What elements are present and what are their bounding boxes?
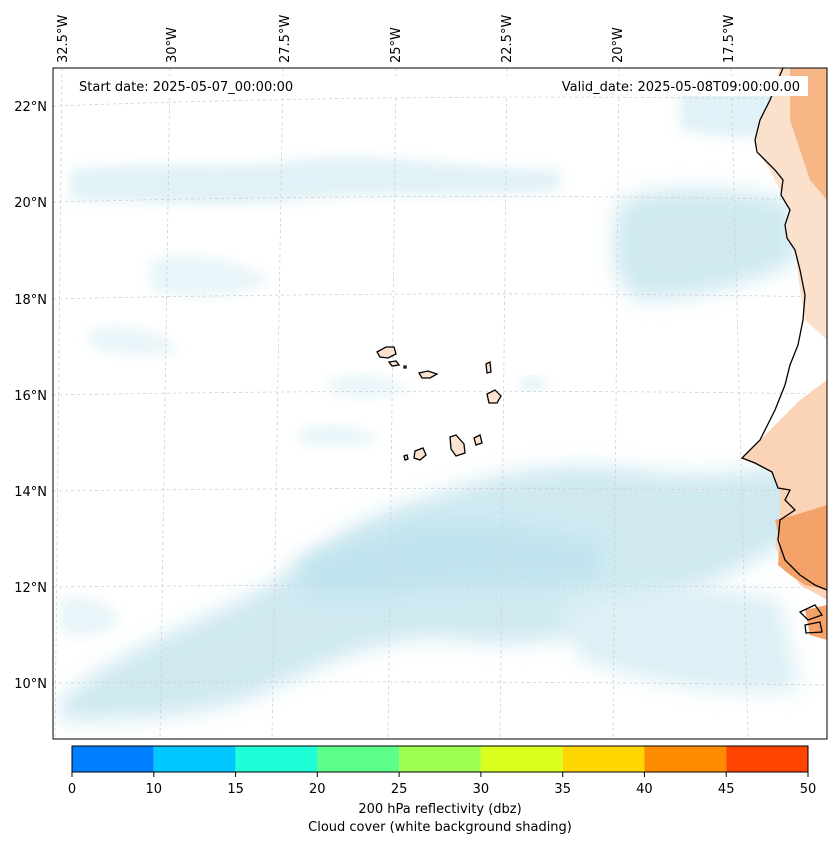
colorbar-tick-label: 30 (473, 782, 490, 797)
colorbar-segment (399, 746, 481, 772)
colorbar-tick-label: 0 (68, 782, 76, 797)
lon-label: 17.5°W (722, 15, 737, 63)
colorbar-outline (71, 745, 809, 773)
colorbar-ticks (71, 772, 809, 777)
lon-label: 20°W (611, 27, 626, 63)
colorbar: 0 10 15 20 25 30 35 40 45 50 200 hPa ref… (68, 745, 817, 835)
colorbar-segment (726, 746, 808, 772)
african-coast-reflectivity (742, 68, 827, 640)
lat-label: 18°N (14, 293, 47, 308)
colorbar-label: 200 hPa reflectivity (dbz) (358, 802, 521, 817)
map-border (52, 67, 828, 740)
graticule-gridlines (53, 68, 827, 739)
colorbar-segment (480, 746, 563, 772)
lon-label: 32.5°W (56, 15, 71, 63)
start-date-text: Start date: 2025-05-07_00:00:00 (79, 80, 293, 95)
longitude-labels: 32.5°W 30°W 27.5°W 25°W 22.5°W 20°W 17.5… (56, 15, 737, 63)
lon-label: 22.5°W (500, 15, 515, 63)
colorbar-segment (317, 746, 400, 772)
colorbar-tick-label: 25 (391, 782, 408, 797)
colorbar-tick-label: 10 (146, 782, 163, 797)
colorbar-tick-label: 20 (309, 782, 326, 797)
lon-label: 25°W (389, 27, 404, 63)
lat-label: 20°N (14, 196, 47, 211)
lat-label: 16°N (14, 389, 47, 404)
colorbar-segment (72, 746, 154, 772)
colorbar-tick-label: 45 (718, 782, 735, 797)
colorbar-segment (235, 746, 318, 772)
lat-label: 22°N (14, 100, 47, 115)
colorbar-tick-label: 35 (554, 782, 571, 797)
lon-label: 27.5°W (278, 15, 293, 63)
latitude-labels: 22°N 20°N 18°N 16°N 14°N 12°N 10°N (14, 100, 47, 692)
lat-label: 10°N (14, 677, 47, 692)
date-banner: Start date: 2025-05-07_00:00:00 Valid_da… (72, 76, 808, 96)
colorbar-sublabel: Cloud cover (white background shading) (308, 820, 572, 835)
map-content (53, 68, 827, 739)
colorbar-tick-label: 15 (227, 782, 244, 797)
colorbar-tick-label: 40 (636, 782, 653, 797)
cloud-cover-shading (60, 82, 827, 720)
cape-verde-islands (376, 346, 502, 461)
colorbar-tick-label: 50 (800, 782, 817, 797)
lat-label: 14°N (14, 485, 47, 500)
coastline (740, 68, 827, 634)
colorbar-segment (644, 746, 727, 772)
lat-label: 12°N (14, 581, 47, 596)
colorbar-segment (153, 746, 236, 772)
lon-label: 30°W (165, 27, 180, 63)
valid-date-text: Valid_date: 2025-05-08T09:00:00.00 (562, 80, 800, 95)
colorbar-segment (562, 746, 645, 772)
